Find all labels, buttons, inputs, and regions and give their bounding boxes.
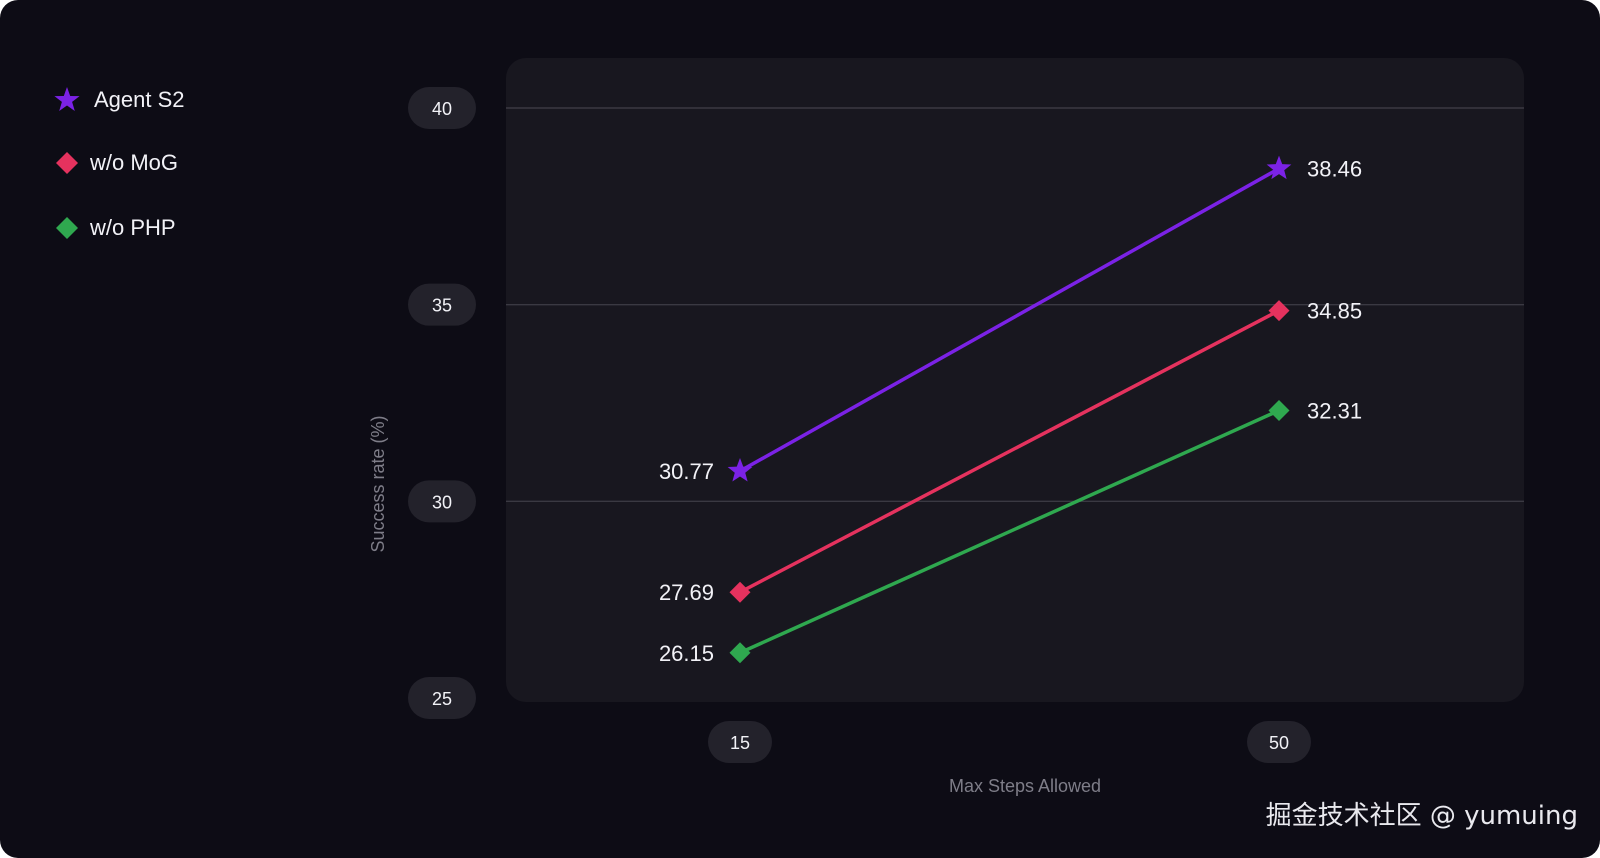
data-label: 34.85 [1307, 299, 1362, 324]
series-line [738, 408, 1281, 655]
y-axis-title: Success rate (%) [368, 415, 388, 552]
legend-label: Agent S2 [94, 87, 185, 112]
data-point-marker [729, 642, 751, 664]
y-tick-label: 30 [432, 492, 452, 512]
data-point-marker [1266, 155, 1292, 180]
legend-label: w/o MoG [90, 150, 179, 175]
star-shape [54, 87, 80, 111]
series-line [738, 166, 1281, 473]
diamond-icon [56, 152, 78, 174]
data-label: 27.69 [659, 580, 714, 605]
x-axis-ticks: 15 50 [708, 721, 1311, 763]
data-point-marker [727, 458, 753, 482]
star-icon [54, 87, 80, 111]
y-tick-pill [408, 480, 476, 523]
diamond-icon [56, 217, 78, 239]
data-label: 30.77 [659, 459, 714, 484]
data-label: 32.31 [1307, 398, 1362, 423]
x-tick-pill [708, 721, 772, 763]
plot-area [506, 58, 1524, 702]
legend-label: w/o PHP [90, 215, 176, 240]
y-tick-pill [408, 87, 476, 129]
x-tick-label: 50 [1269, 733, 1289, 753]
series-line [738, 308, 1281, 594]
y-tick-label: 35 [432, 296, 452, 316]
legend-item-agent-s2: Agent S2 [52, 80, 185, 120]
y-tick-pill [408, 677, 476, 719]
series-agent-s2: 30.77 38.46 [659, 155, 1362, 484]
diamond-shape [56, 217, 78, 239]
x-tick-pill [1247, 721, 1311, 763]
data-label: 38.46 [1307, 157, 1362, 182]
legend-item-wo-mog: w/o MoG [52, 143, 178, 183]
y-tick-label: 40 [432, 99, 452, 119]
legend-item-wo-php: w/o PHP [52, 208, 176, 248]
series-w-o-mog: 27.69 34.85 [659, 299, 1362, 606]
data-label: 26.15 [659, 641, 714, 666]
data-point-marker [1268, 399, 1290, 421]
x-axis-title: Max Steps Allowed [949, 776, 1101, 796]
grid-lines [506, 107, 1524, 503]
series: 30.77 38.46 27.69 34.85 26.15 32.31 [659, 155, 1362, 666]
data-point-marker [729, 581, 751, 603]
y-axis-ticks: 25 30 35 40 [408, 87, 476, 719]
y-tick-pill [408, 283, 476, 326]
data-point-marker [1268, 300, 1290, 322]
x-tick-label: 15 [730, 733, 750, 753]
diamond-shape [56, 152, 78, 174]
series-w-o-php: 26.15 32.31 [659, 398, 1362, 665]
y-tick-label: 25 [432, 689, 452, 709]
watermark: 掘金技术社区 @ yumuing [1265, 801, 1578, 831]
